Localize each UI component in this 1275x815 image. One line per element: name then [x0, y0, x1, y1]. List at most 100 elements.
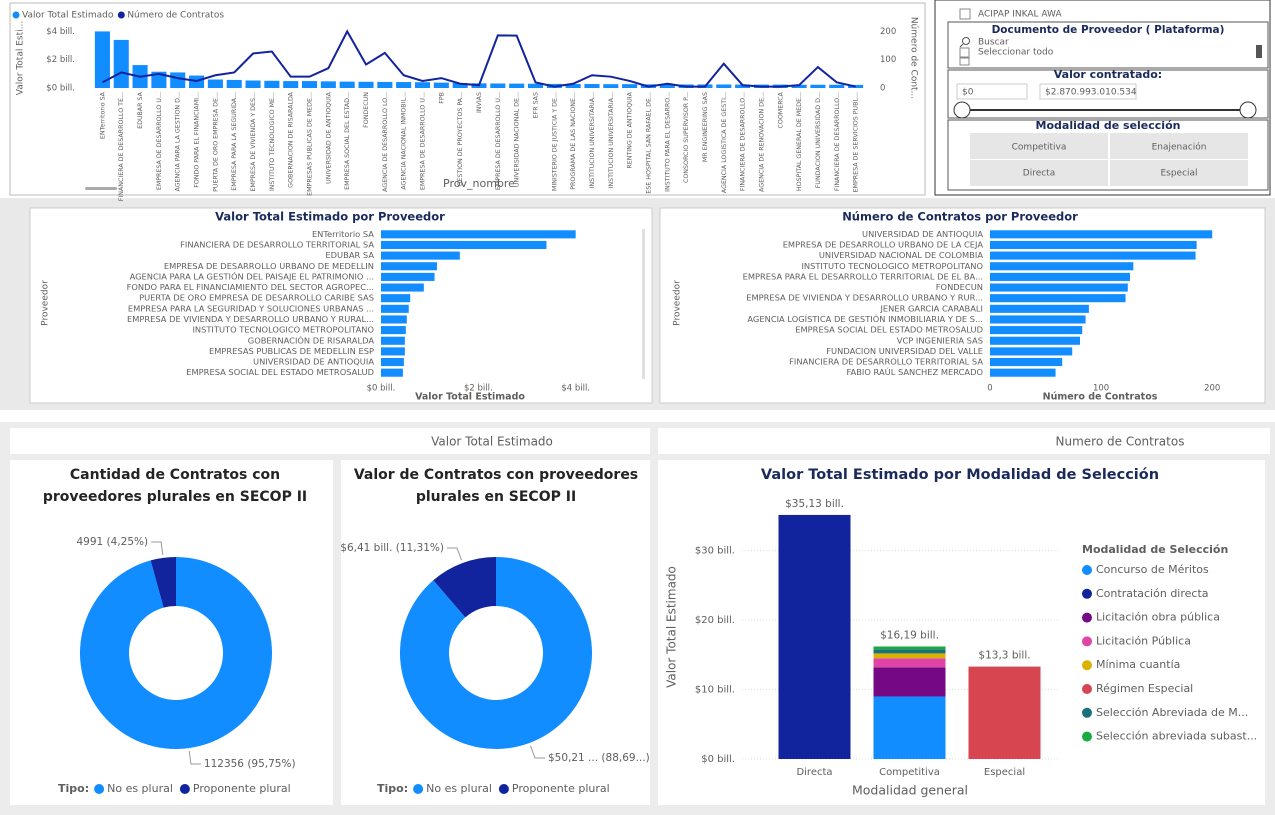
search-box[interactable]: Buscar: [978, 38, 1009, 48]
bar: [381, 283, 424, 292]
legend-marker: [413, 784, 424, 794]
bar: [791, 84, 807, 88]
panel: [658, 460, 1265, 805]
x-axis-label: Modalidad general: [852, 783, 968, 798]
bar: [527, 83, 544, 88]
x-axis-label: Número de Contratos: [1043, 392, 1158, 403]
y-tick-label: $20 bill.: [695, 615, 735, 626]
bar-segment: [873, 696, 946, 759]
x-tick-label: MR ENGINEERING SAS: [702, 92, 709, 162]
leader-line: [188, 751, 201, 765]
total-label: $13,3 bill.: [978, 650, 1030, 662]
y-tick-label: $30 bill.: [695, 546, 735, 557]
legend-marker: [1082, 565, 1092, 575]
y-tick-label: FONDECUN: [936, 282, 983, 292]
x-tick-label: Competitiva: [879, 767, 940, 778]
button[interactable]: [1110, 160, 1248, 186]
button[interactable]: [970, 160, 1108, 186]
slicer-item[interactable]: Seleccionar todo: [978, 48, 1054, 58]
x-tick-label: UNIVERSIDAD DE ANTIOQUIA: [325, 91, 332, 184]
panel: [29, 207, 653, 404]
slider-handle[interactable]: [1239, 101, 1257, 119]
bar-segment: [873, 646, 946, 650]
range-input[interactable]: [956, 83, 1028, 100]
button[interactable]: [970, 133, 1108, 159]
legend-marker: [1082, 612, 1092, 623]
bar: [381, 326, 406, 335]
checkbox[interactable]: [959, 8, 971, 20]
bar: [990, 326, 1083, 335]
slider-handle[interactable]: [953, 101, 971, 119]
x-tick-label: Directa: [796, 767, 832, 778]
chart-title: Valor de Contratos con proveedores plura…: [354, 467, 638, 505]
y-tick-label: FABIO RAÚL SANCHEZ MERCADO: [847, 366, 984, 377]
y-tick-label: FINANCIERA DE DESARROLLO TERRITORIAL SA: [789, 357, 983, 367]
donut-slice: [150, 557, 176, 608]
data-label: $6,41 bill. (11,31%): [340, 542, 444, 554]
bar: [381, 294, 411, 303]
x-tick-label: FINANCIERA DE DESARROLLO...: [834, 92, 841, 191]
range-input[interactable]: [1039, 83, 1137, 100]
legend-marker: [12, 11, 20, 19]
card-title: Numero de Contratos: [1056, 435, 1185, 449]
y-tick-label: EMPRESA DE VIVIENDA Y DESARROLLO URBANO …: [746, 293, 983, 303]
legend-marker: [117, 11, 125, 19]
bar: [452, 83, 468, 88]
chart-title: Número de Contratos por Proveedor: [842, 210, 1078, 224]
legend-title: Tipo:: [377, 782, 408, 795]
y2-tick-label: 200: [880, 27, 896, 37]
y-axis-label: Valor Total Estimado: [665, 566, 679, 688]
y2-tick-label: 0: [880, 84, 885, 94]
checkbox[interactable]: [959, 47, 970, 58]
legend-marker: [1082, 707, 1092, 718]
y-tick-label: INSTITUTO TECNOLOGICO METROPOLITANO: [192, 325, 374, 335]
bar: [622, 84, 638, 88]
legend-title: Modalidad de Selección: [1082, 543, 1228, 556]
legend-marker: [498, 784, 509, 794]
button-label: Especial: [1160, 169, 1197, 179]
x-tick-label: MINISTERIO DE JUSTICIA Y DE...: [551, 92, 558, 191]
card: [658, 428, 1270, 454]
x-tick-label: GESTION DE PROYECTOS PA...: [457, 92, 464, 186]
x-tick-label: INSTITUTO PARA EL DESARRO...: [664, 92, 671, 192]
x-tick-label: CONSORCIO SUPERVISOR P...: [683, 92, 690, 183]
x-tick-label: AGENCIA DE RENOVACION DE...: [758, 92, 765, 192]
y-tick-label: EMPRESA DE DESARROLLO URBANO DE LA CEJA: [783, 239, 984, 249]
x-tick-label: INSTITUTO TECNOLOGICO ME...: [269, 92, 276, 191]
x-tick-label: INSTITUCION UNIVERSITARIA...: [589, 92, 596, 188]
y-tick-label: EMPRESA SOCIAL DEL ESTADO METROSALUD: [186, 367, 374, 377]
legend-label: Valor Total Estimado: [22, 11, 114, 21]
scrollbar[interactable]: [85, 187, 117, 190]
legend-label: Licitación obra pública: [1096, 611, 1220, 624]
bar-segment: [873, 653, 946, 659]
bar: [990, 283, 1128, 292]
panel: [659, 207, 1266, 404]
data-label: 4991 (4,25%): [76, 536, 148, 548]
x-tick-label: HOSPITAL GENERAL DE MEDE...: [796, 92, 803, 191]
legend-label: No es plural: [426, 782, 492, 795]
x-tick-label: EMPRESA DE SERVICIOS PUBL...: [853, 92, 860, 192]
x-tick-label: EDUBAR SA: [137, 91, 144, 129]
bar: [381, 336, 405, 345]
bar: [381, 304, 409, 313]
bar: [226, 79, 242, 88]
bar: [339, 81, 355, 88]
button[interactable]: [1110, 133, 1248, 159]
legend-marker: [1082, 731, 1092, 742]
checkbox[interactable]: [959, 57, 970, 66]
bar: [113, 39, 129, 88]
y2-tick-label: 100: [880, 55, 896, 65]
y-tick-label: EMPRESAS PUBLICAS DE MEDELLIN ESP: [209, 346, 374, 356]
data-label: $50,21 ... (88,69...): [548, 752, 650, 764]
scrollbar[interactable]: [1256, 45, 1262, 58]
y-tick-label: $0 bill.: [46, 84, 75, 94]
x-tick-label: FUNDACION UNIVERSIDAD D...: [815, 92, 822, 188]
bar: [381, 251, 460, 260]
x-tick-label: FINANCIERA DE DESARROLLO...: [740, 92, 747, 191]
bar: [396, 82, 412, 88]
bar: [381, 240, 547, 250]
y-tick-label: UNIVERSIDAD NACIONAL DE COLOMBIA: [819, 250, 983, 260]
line: [101, 29, 856, 88]
bar: [381, 262, 437, 271]
x-tick-label: EMPRESA DE DESARROLLO U...: [495, 92, 502, 190]
